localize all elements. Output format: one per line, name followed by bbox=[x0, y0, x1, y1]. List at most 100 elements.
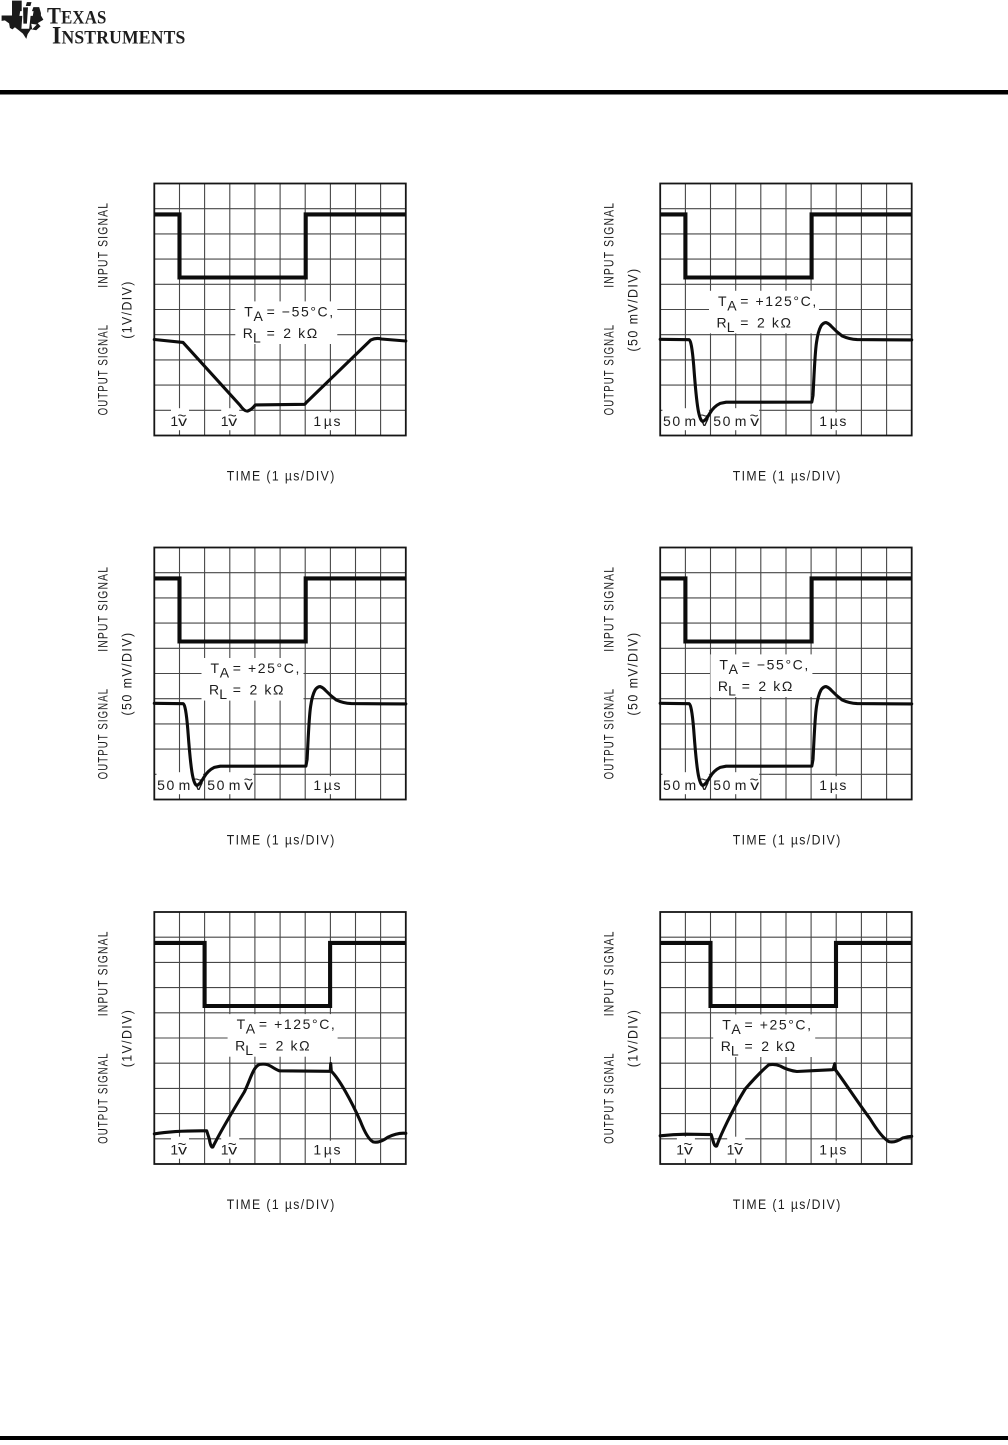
svg-text:T: T bbox=[211, 660, 221, 676]
svg-text:=: = bbox=[259, 1038, 269, 1054]
svg-text:=: = bbox=[259, 1016, 269, 1032]
svg-text:R: R bbox=[717, 314, 729, 330]
svg-text:m: m bbox=[735, 413, 748, 429]
svg-text:(50 mV/DIV): (50 mV/DIV) bbox=[624, 267, 640, 351]
svg-text:TIME (1 µs/DIV): TIME (1 µs/DIV) bbox=[733, 1196, 842, 1212]
svg-text:TIME (1 µs/DIV): TIME (1 µs/DIV) bbox=[733, 832, 842, 848]
svg-text:m: m bbox=[685, 777, 698, 793]
svg-text:~: ~ bbox=[699, 772, 710, 788]
svg-text:µs: µs bbox=[324, 1142, 342, 1158]
svg-text:(50 mV/DIV): (50 mV/DIV) bbox=[119, 631, 135, 715]
svg-text:L: L bbox=[728, 683, 737, 699]
svg-text:OUTPUT SIGNAL: OUTPUT SIGNAL bbox=[600, 1052, 616, 1144]
svg-text:=: = bbox=[267, 303, 277, 319]
svg-text:µs: µs bbox=[830, 413, 848, 429]
svg-text:=: = bbox=[742, 656, 752, 672]
svg-text:2 kΩ: 2 kΩ bbox=[758, 678, 794, 694]
svg-text:OUTPUT SIGNAL: OUTPUT SIGNAL bbox=[95, 324, 111, 416]
svg-text:TEXAS: TEXAS bbox=[47, 4, 107, 29]
svg-text:TIME (1 µs/DIV): TIME (1 µs/DIV) bbox=[733, 468, 842, 484]
svg-text:v: v bbox=[228, 1142, 239, 1158]
svg-text:1: 1 bbox=[170, 413, 179, 429]
svg-text:~: ~ bbox=[750, 772, 761, 788]
svg-text:OUTPUT SIGNAL: OUTPUT SIGNAL bbox=[600, 688, 616, 780]
svg-text:1: 1 bbox=[313, 777, 322, 793]
svg-text:m: m bbox=[685, 413, 698, 429]
svg-text:=: = bbox=[740, 293, 750, 309]
svg-text:v: v bbox=[178, 413, 189, 429]
svg-text:µs: µs bbox=[324, 777, 342, 793]
svg-text:~: ~ bbox=[178, 408, 189, 424]
svg-text:~: ~ bbox=[750, 408, 761, 424]
svg-text:R: R bbox=[235, 1038, 247, 1054]
svg-text:TIME (1 µs/DIV): TIME (1 µs/DIV) bbox=[227, 1196, 336, 1212]
svg-text:=: = bbox=[233, 660, 243, 676]
svg-text:2 kΩ: 2 kΩ bbox=[276, 1038, 312, 1054]
svg-text:1: 1 bbox=[819, 1142, 828, 1158]
svg-text:=: = bbox=[742, 678, 752, 694]
svg-text:R: R bbox=[209, 682, 221, 698]
svg-text:2 kΩ: 2 kΩ bbox=[757, 314, 793, 330]
svg-text:µs: µs bbox=[830, 777, 848, 793]
svg-text:TIME (1 µs/DIV): TIME (1 µs/DIV) bbox=[227, 468, 336, 484]
svg-text:1: 1 bbox=[727, 1142, 736, 1158]
svg-text:T: T bbox=[722, 1016, 732, 1032]
svg-text:~: ~ bbox=[734, 1136, 745, 1152]
svg-text:TIME (1 µs/DIV): TIME (1 µs/DIV) bbox=[227, 832, 336, 848]
svg-text:OUTPUT SIGNAL: OUTPUT SIGNAL bbox=[600, 324, 616, 416]
svg-text:(50 mV/DIV): (50 mV/DIV) bbox=[624, 631, 640, 715]
svg-text:INPUT SIGNAL: INPUT SIGNAL bbox=[600, 566, 616, 652]
svg-text:m: m bbox=[229, 777, 242, 793]
svg-text:L: L bbox=[253, 330, 262, 346]
svg-text:1: 1 bbox=[221, 1142, 230, 1158]
svg-text:T: T bbox=[719, 656, 729, 672]
svg-text:(1V/DIV): (1V/DIV) bbox=[624, 1009, 640, 1068]
svg-text:OUTPUT SIGNAL: OUTPUT SIGNAL bbox=[95, 688, 111, 780]
svg-text:v: v bbox=[684, 1142, 695, 1158]
svg-text:50: 50 bbox=[207, 777, 226, 793]
svg-text:m: m bbox=[179, 777, 192, 793]
svg-text:1: 1 bbox=[313, 1142, 322, 1158]
svg-text:1: 1 bbox=[819, 777, 828, 793]
svg-text:R: R bbox=[718, 678, 730, 694]
svg-text:INPUT SIGNAL: INPUT SIGNAL bbox=[600, 930, 616, 1016]
svg-text:−55°C,: −55°C, bbox=[282, 303, 335, 319]
svg-text:1: 1 bbox=[676, 1142, 685, 1158]
svg-text:1: 1 bbox=[313, 413, 322, 429]
svg-text:R: R bbox=[721, 1038, 733, 1054]
svg-text:~: ~ bbox=[194, 772, 205, 788]
svg-text:+25°C,: +25°C, bbox=[760, 1016, 813, 1032]
svg-text:T: T bbox=[237, 1016, 247, 1032]
svg-text:(1V/DIV): (1V/DIV) bbox=[119, 1009, 135, 1068]
svg-text:2 kΩ: 2 kΩ bbox=[283, 325, 319, 341]
svg-text:+25°C,: +25°C, bbox=[248, 660, 301, 676]
svg-text:v: v bbox=[734, 1142, 745, 1158]
svg-text:A: A bbox=[731, 1021, 742, 1037]
svg-text:=: = bbox=[740, 314, 750, 330]
svg-text:T: T bbox=[244, 303, 254, 319]
svg-text:~: ~ bbox=[228, 1136, 239, 1152]
svg-text:A: A bbox=[246, 1021, 257, 1037]
svg-text:L: L bbox=[245, 1042, 254, 1058]
svg-text:+125°C,: +125°C, bbox=[756, 293, 818, 309]
svg-text:50: 50 bbox=[157, 777, 176, 793]
svg-text:L: L bbox=[731, 1043, 740, 1059]
svg-text:v: v bbox=[178, 1142, 189, 1158]
svg-text:~: ~ bbox=[228, 408, 239, 424]
svg-text:=: = bbox=[745, 1016, 755, 1032]
svg-text:=: = bbox=[745, 1038, 755, 1054]
svg-text:2 kΩ: 2 kΩ bbox=[250, 682, 286, 698]
svg-text:=: = bbox=[267, 325, 277, 341]
svg-text:R: R bbox=[243, 325, 255, 341]
svg-text:1: 1 bbox=[819, 413, 828, 429]
svg-text:v: v bbox=[244, 777, 255, 793]
svg-text:m: m bbox=[735, 777, 748, 793]
svg-text:50: 50 bbox=[713, 413, 732, 429]
svg-text:OUTPUT SIGNAL: OUTPUT SIGNAL bbox=[95, 1052, 111, 1144]
svg-text:~: ~ bbox=[699, 408, 710, 424]
svg-text:INPUT SIGNAL: INPUT SIGNAL bbox=[95, 930, 111, 1016]
svg-text:L: L bbox=[727, 319, 736, 335]
svg-text:A: A bbox=[729, 661, 740, 677]
svg-text:~: ~ bbox=[683, 1136, 694, 1152]
svg-text:1: 1 bbox=[170, 1142, 179, 1158]
